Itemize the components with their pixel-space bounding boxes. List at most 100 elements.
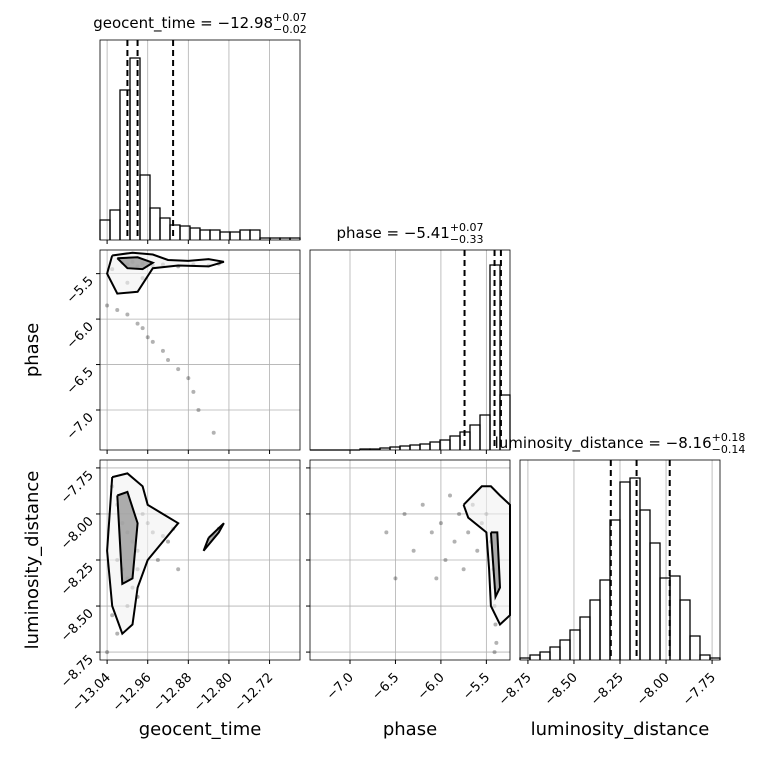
histogram-bin [409, 444, 421, 450]
histogram-bin [399, 445, 411, 450]
panel-frame [309, 459, 511, 661]
sample-point [438, 521, 443, 526]
sample-point [186, 376, 191, 381]
y-tick-label: −8.50 [58, 606, 97, 645]
title-upper-error: +0.18 [712, 431, 746, 444]
histogram-bin [469, 424, 481, 450]
panel: phase = −5.41+0.07 −0.33 [309, 221, 511, 454]
sample-point [461, 567, 466, 572]
sample-point [166, 358, 171, 362]
sample-point [402, 511, 407, 516]
histogram-bin [689, 635, 701, 660]
contour [116, 256, 156, 271]
histogram-bin [539, 651, 551, 660]
histogram-bin [569, 629, 581, 660]
sample-point [135, 321, 140, 326]
histogram-bin [249, 229, 261, 240]
sample-point [140, 326, 145, 331]
panel: −7.0 −6.5 −6.0 −5.5 phase [306, 459, 511, 740]
sample-point [150, 339, 155, 344]
histogram-bin [169, 224, 181, 240]
histogram-bin [699, 654, 711, 660]
sample-point [125, 312, 130, 317]
title-text: geocent_time = −12.98 [93, 14, 273, 33]
panel: −13.04−12.96−12.88−12.80−12.72−8.75−8.50… [22, 459, 301, 740]
y-tick-label: −8.00 [58, 514, 97, 553]
histogram-bin [629, 477, 641, 660]
sample-point [429, 530, 434, 535]
sample-point [448, 493, 452, 498]
title-lower-error: −0.02 [273, 23, 307, 36]
histogram-bin [559, 639, 571, 660]
x-tick-label: −8.00 [634, 670, 673, 709]
histogram-bin [229, 231, 241, 240]
histogram-bin [199, 229, 211, 240]
x-tick-label: −8.25 [588, 670, 627, 709]
histogram-bin [579, 616, 591, 660]
panel-frame [99, 249, 301, 451]
x-tick-label: −8.50 [542, 670, 581, 709]
sample-point [105, 650, 110, 655]
panel-frame [309, 249, 511, 451]
histogram-bin [109, 209, 121, 240]
x-axis-label: phase [383, 719, 437, 740]
histogram-bin [149, 207, 161, 240]
histogram-bin [599, 579, 611, 660]
sample-point [166, 539, 171, 544]
panel-frame [519, 459, 721, 661]
histogram-bin [639, 509, 651, 660]
sample-point [443, 558, 448, 562]
y-axis-label: phase [22, 323, 43, 377]
x-tick-label: −12.88 [151, 670, 196, 715]
histogram-bin [239, 229, 251, 240]
histogram-bin [649, 542, 661, 660]
x-axis-label: geocent_time [139, 719, 262, 740]
histogram-bin [209, 229, 221, 240]
panel-title: phase = −5.41+0.07 −0.33 [336, 221, 483, 246]
x-axis-label: luminosity_distance [531, 719, 710, 740]
y-tick-label: −8.25 [58, 560, 97, 599]
y-tick-label: −6.5 [64, 365, 97, 398]
histogram-bin [99, 219, 111, 240]
x-tick-label: −7.0 [324, 670, 357, 703]
y-tick-label: −5.5 [64, 274, 97, 307]
histogram-bin [139, 174, 151, 240]
histogram-bin [389, 446, 401, 450]
contour [202, 522, 225, 552]
sample-point [110, 613, 115, 618]
panel: geocent_time = −12.98+0.07 −0.02 [93, 11, 307, 244]
title-upper-error: +0.07 [273, 11, 307, 24]
x-tick-label: −6.0 [415, 670, 448, 703]
sample-point [420, 502, 425, 507]
sample-point [434, 576, 439, 581]
histogram-bin [189, 227, 201, 240]
histogram-bin [119, 89, 131, 240]
sample-point [211, 430, 216, 435]
sample-point [457, 511, 462, 516]
histogram-bin [679, 599, 691, 660]
histogram-bin [589, 599, 601, 660]
histogram-bin [429, 441, 441, 450]
histogram-bin [529, 654, 541, 660]
histogram-bin [219, 231, 231, 240]
histogram-bin [449, 435, 461, 450]
x-tick-label: −7.75 [680, 670, 719, 709]
sample-point [176, 367, 181, 372]
x-tick-label: −5.5 [460, 670, 493, 703]
y-tick-label: −7.0 [64, 410, 97, 443]
sample-point [155, 558, 160, 562]
x-tick-label: −8.75 [496, 670, 535, 709]
histogram-bin [659, 577, 671, 660]
sample-point [196, 408, 201, 412]
sample-point [384, 530, 389, 535]
title-upper-error: +0.07 [450, 221, 484, 234]
y-tick-label: −7.75 [58, 468, 97, 507]
histogram-bin [549, 646, 561, 660]
contour [116, 490, 139, 586]
histogram-bin [129, 57, 141, 240]
contour [462, 485, 511, 627]
title-lower-error: −0.33 [450, 233, 484, 246]
sample-point [466, 530, 471, 535]
histogram-bin [479, 414, 491, 450]
sample-point [176, 567, 181, 572]
